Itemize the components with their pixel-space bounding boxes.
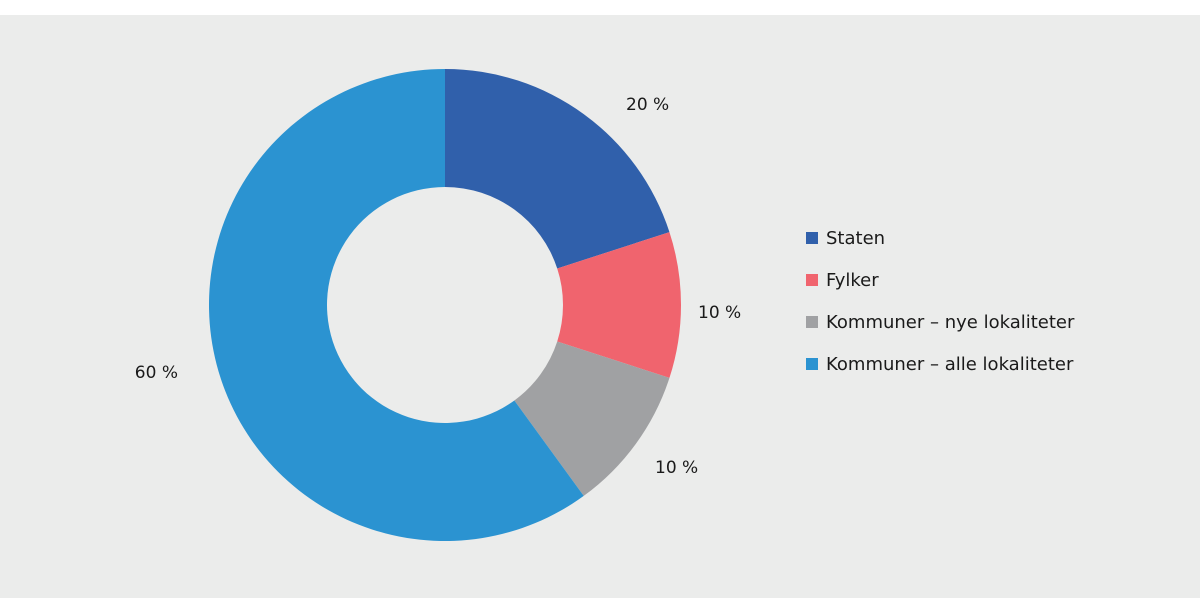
slice-label-kommuner-alle-lokaliteter: 60 % <box>135 363 178 383</box>
legend-label-staten: Staten <box>826 227 886 249</box>
legend: Staten Fylker Kommuner – nye lokaliteter… <box>806 217 1074 385</box>
legend-swatch-fylker <box>806 274 818 286</box>
slice-fylker <box>557 232 681 378</box>
legend-label-kommuner-nye: Kommuner – nye lokaliteter <box>826 311 1075 333</box>
slice-kommuner-alle-lokaliteter <box>208 69 584 541</box>
slice-label-fylker: 10 % <box>698 303 741 323</box>
slice-label-kommuner-nye-lokaliteter: 10 % <box>655 458 698 478</box>
donut-slices <box>208 69 681 541</box>
slice-kommuner-nye-lokaliteter <box>514 341 670 496</box>
legend-swatch-staten <box>806 232 818 244</box>
legend-swatch-kommuner-nye <box>806 316 818 328</box>
legend-label-kommuner-alle: Kommuner – alle lokaliteter <box>826 353 1074 375</box>
legend-item-kommuner-nye: Kommuner – nye lokaliteter <box>806 301 1074 343</box>
slice-staten <box>445 69 670 269</box>
legend-item-fylker: Fylker <box>806 259 1074 301</box>
slice-label-staten: 20 % <box>626 95 669 115</box>
legend-swatch-kommuner-alle <box>806 358 818 370</box>
legend-label-fylker: Fylker <box>826 269 879 291</box>
legend-item-staten: Staten <box>806 217 1074 259</box>
slice-labels: 20 % 10 % 10 % 60 % <box>135 95 741 478</box>
legend-item-kommuner-alle: Kommuner – alle lokaliteter <box>806 343 1074 385</box>
